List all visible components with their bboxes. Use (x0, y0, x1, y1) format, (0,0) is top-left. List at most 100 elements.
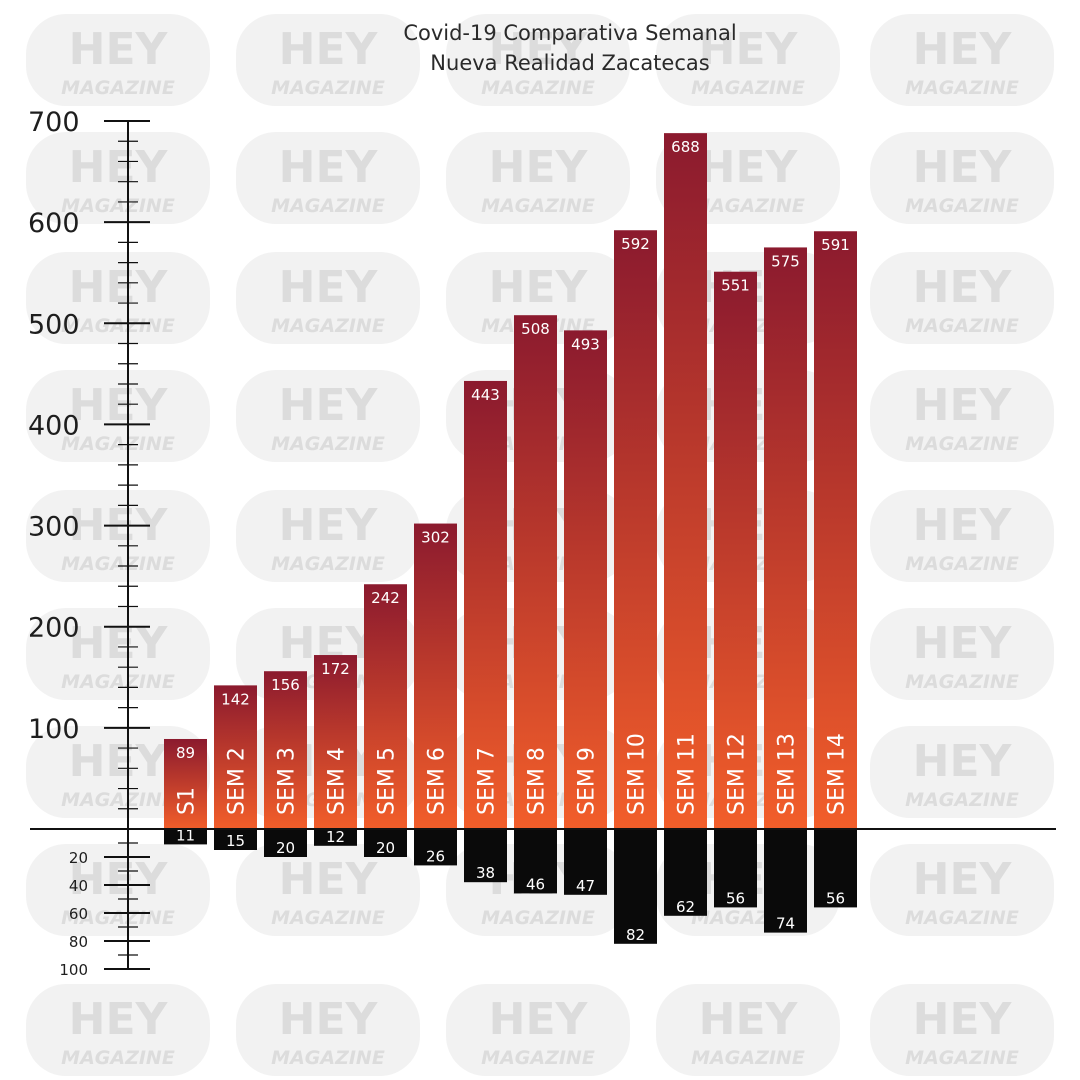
upper-bar (764, 247, 807, 829)
lower-value-label: 38 (476, 864, 495, 882)
y-tick-label: 600 (28, 208, 80, 239)
lower-value-label: 20 (276, 839, 295, 857)
upper-value-label: 142 (221, 690, 250, 708)
bar-group: 142 SEM 2 15 (214, 685, 257, 850)
y-tick-label: 400 (28, 410, 80, 441)
y-lower-tick-label: 100 (59, 961, 88, 979)
lower-value-label: 15 (226, 832, 245, 850)
upper-value-label: 172 (321, 660, 350, 678)
y-tick-label: 200 (28, 613, 80, 644)
upper-value-label: 592 (621, 235, 650, 253)
y-tick-label: 500 (28, 309, 80, 340)
lower-value-label: 47 (576, 877, 595, 895)
upper-value-label: 302 (421, 529, 450, 547)
watermark-line2: MAGAZINE (271, 1047, 385, 1069)
chart-title-block: Covid-19 Comparativa Semanal Nueva Reali… (403, 21, 736, 75)
watermark-line2: MAGAZINE (905, 1047, 1019, 1069)
watermark-line2: MAGAZINE (61, 789, 175, 811)
lower-value-label: 26 (426, 847, 445, 865)
lower-bar (214, 829, 257, 850)
watermark-line2: MAGAZINE (691, 77, 805, 99)
upper-value-label: 508 (521, 320, 550, 338)
lower-bar (714, 829, 757, 908)
watermark-line2: MAGAZINE (271, 77, 385, 99)
watermark-line2: MAGAZINE (905, 789, 1019, 811)
watermark-line2: MAGAZINE (905, 553, 1019, 575)
bar-group: 242 SEM 5 20 (364, 584, 407, 857)
watermark-line1: HEY (913, 854, 1013, 905)
watermark-line1: HEY (279, 262, 379, 313)
watermark-line2: MAGAZINE (905, 907, 1019, 929)
watermark-line1: HEY (69, 854, 169, 905)
watermark-line1: HEY (913, 618, 1013, 669)
watermark-line2: MAGAZINE (61, 671, 175, 693)
upper-bar (514, 315, 557, 829)
watermark-line1: HEY (69, 262, 169, 313)
watermark-line1: HEY (489, 142, 589, 193)
upper-value-label: 591 (821, 236, 850, 254)
lower-bar (464, 829, 507, 883)
lower-value-label: 74 (776, 915, 795, 933)
watermark-line2: MAGAZINE (271, 907, 385, 929)
category-label: SEM 4 (325, 747, 350, 815)
bar-group: 591 SEM 14 56 (814, 231, 857, 908)
watermark-line2: MAGAZINE (905, 433, 1019, 455)
watermark-line1: HEY (913, 380, 1013, 431)
watermark-line1: HEY (489, 24, 589, 75)
lower-value-label: 20 (376, 839, 395, 857)
chart-title: Covid-19 Comparativa Semanal (403, 21, 736, 45)
watermark-line2: MAGAZINE (481, 195, 595, 217)
watermark-line1: HEY (279, 854, 379, 905)
upper-bar (314, 655, 357, 829)
category-label: SEM 14 (825, 733, 850, 815)
watermark-line2: MAGAZINE (61, 1047, 175, 1069)
upper-value-label: 688 (671, 138, 700, 156)
category-label: SEM 8 (525, 747, 550, 815)
bars-layer: 89 S1 11 142 SEM 2 15 156 SEM 3 20 172 SEM 4 12 242 S… (164, 133, 857, 944)
lower-bar (664, 829, 707, 916)
upper-bar (164, 738, 207, 829)
watermark-line2: MAGAZINE (481, 1047, 595, 1069)
watermark-line2: MAGAZINE (271, 315, 385, 337)
upper-bar (464, 380, 507, 829)
watermark-line1: HEY (699, 994, 799, 1045)
watermark-line1: HEY (279, 24, 379, 75)
lower-bar (764, 829, 807, 933)
lower-value-label: 12 (326, 828, 345, 846)
watermark-line2: MAGAZINE (61, 433, 175, 455)
bar-group: 89 S1 11 (164, 738, 207, 845)
watermark-line1: HEY (69, 736, 169, 787)
upper-bar (364, 584, 407, 829)
watermark-line2: MAGAZINE (61, 553, 175, 575)
upper-bar (614, 230, 657, 830)
upper-bar (564, 330, 607, 829)
watermark-line2: MAGAZINE (905, 195, 1019, 217)
upper-value-label: 443 (471, 386, 500, 404)
category-label: SEM 9 (575, 747, 600, 815)
y-tick-label: 700 (28, 107, 80, 138)
category-label: SEM 13 (775, 733, 800, 815)
lower-value-label: 11 (176, 826, 195, 844)
watermark-line2: MAGAZINE (271, 433, 385, 455)
